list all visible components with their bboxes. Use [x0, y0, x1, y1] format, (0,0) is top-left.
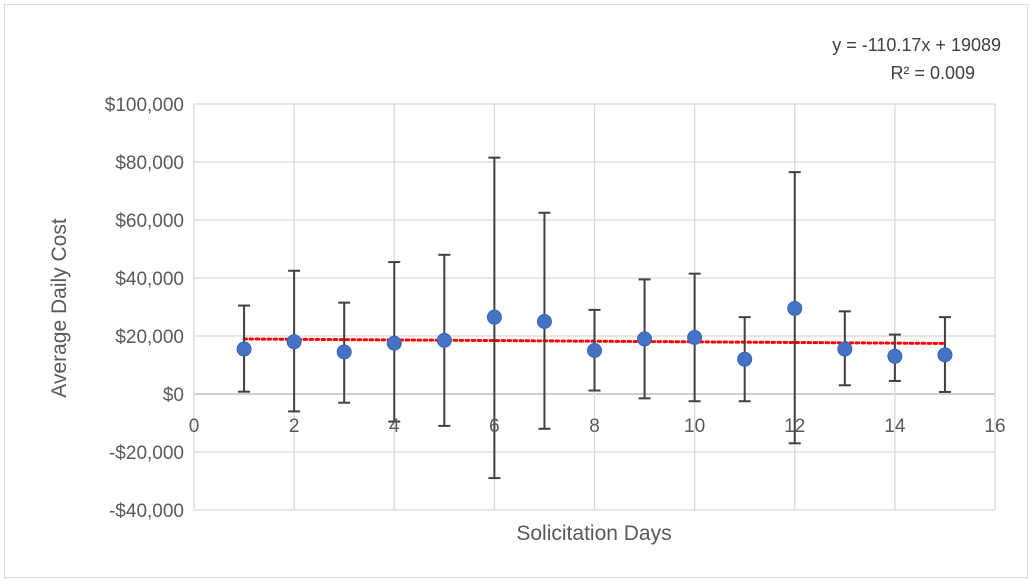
y-tick-label: $20,000: [115, 327, 184, 348]
chart-area: [4, 4, 1028, 578]
y-tick-label: $100,000: [105, 95, 184, 116]
tick-labels: -$40,000 -$20,000 $0 $20,000 $40,000 $60,000 $…: [105, 95, 1006, 522]
y-axis-title: Average Daily Cost: [48, 218, 71, 398]
data-point: [737, 351, 753, 367]
data-point: [536, 314, 552, 329]
data-point: [887, 348, 903, 364]
data-point: [787, 300, 803, 316]
x-tick-label: 8: [589, 416, 600, 437]
x-tick-label: 10: [684, 416, 705, 437]
data-point: [236, 341, 252, 357]
x-tick-label: 0: [189, 416, 200, 437]
gridlines: [193, 103, 996, 511]
data-point: [436, 332, 452, 348]
data-point: [937, 347, 953, 363]
y-tick-label: -$20,000: [109, 443, 184, 464]
x-tick-label: 2: [289, 416, 300, 437]
x-tick-label: 4: [389, 416, 400, 437]
y-tick-label: $60,000: [115, 211, 184, 232]
y-tick-label: $0: [163, 385, 184, 406]
data-points: [236, 300, 953, 367]
data-point: [286, 334, 302, 350]
x-axis-title: Solicitation Days: [516, 522, 671, 545]
y-tick-label: -$40,000: [109, 501, 184, 522]
x-tick-label: 16: [984, 416, 1005, 437]
trendline-equation: y = -110.17x + 19089: [832, 35, 1001, 55]
x-tick-label: 14: [884, 416, 906, 437]
data-point: [486, 309, 502, 325]
data-point: [637, 331, 653, 347]
data-point: [587, 343, 602, 358]
data-point: [386, 335, 402, 351]
x-tick-label: 6: [489, 416, 500, 437]
data-point: [336, 344, 352, 360]
x-tick-label: 12: [784, 416, 805, 437]
data-point: [837, 341, 853, 357]
y-tick-label: $80,000: [115, 153, 184, 174]
trendline-r-squared: R² = 0.009: [890, 63, 975, 83]
data-point: [687, 329, 703, 345]
y-tick-label: $40,000: [115, 269, 184, 290]
